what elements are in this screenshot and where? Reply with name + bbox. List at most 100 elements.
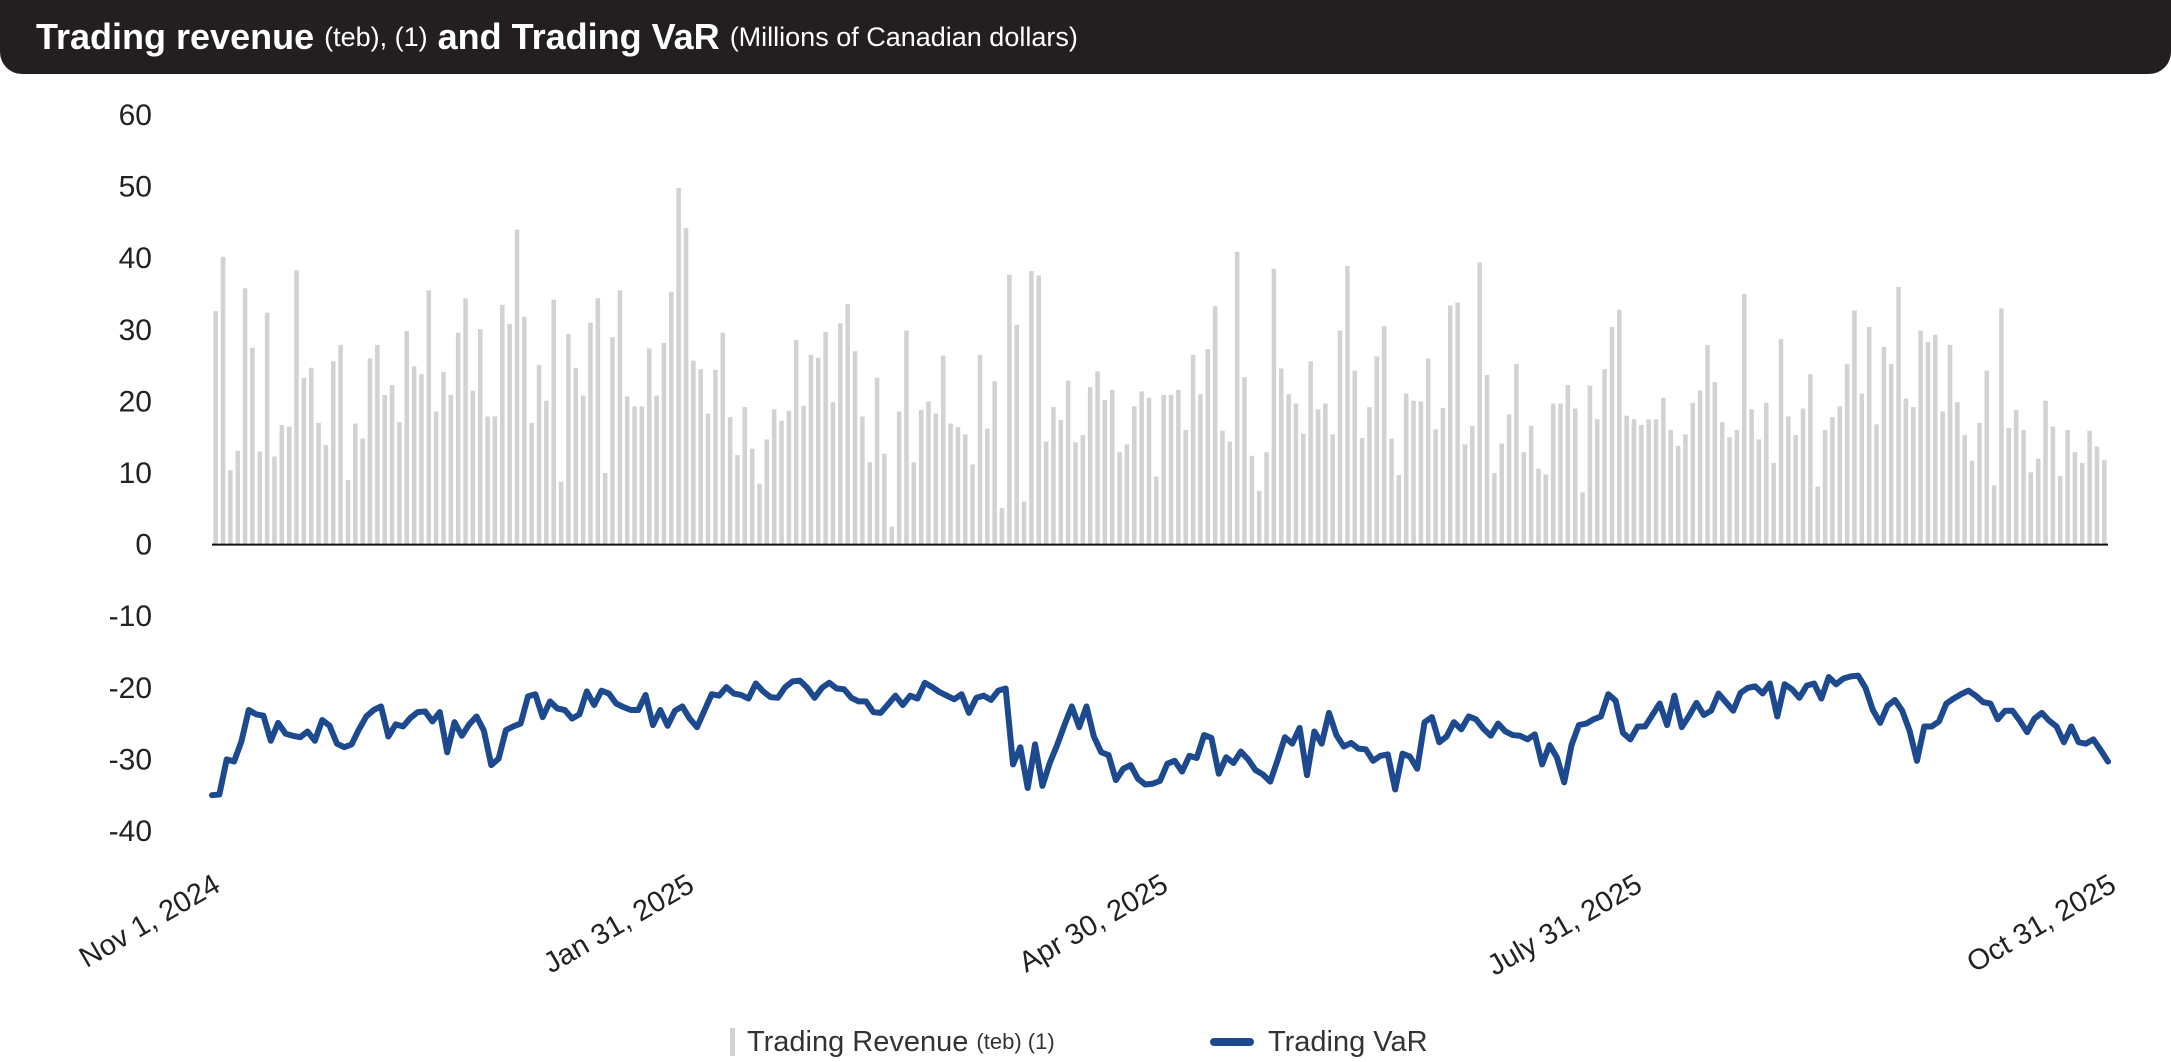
revenue-bar xyxy=(2028,472,2034,545)
revenue-bar xyxy=(573,367,579,545)
revenue-bar xyxy=(823,331,828,545)
revenue-bar xyxy=(1528,425,1534,545)
x-tick-label: Oct 31, 2025 xyxy=(1962,868,2122,979)
revenue-bar xyxy=(1565,384,1571,545)
revenue-bar xyxy=(683,228,689,545)
revenue-bar xyxy=(470,390,476,545)
revenue-bar xyxy=(2102,460,2107,545)
revenue-bar xyxy=(492,416,498,545)
revenue-bar xyxy=(1036,275,1042,545)
revenue-bar xyxy=(1403,393,1409,545)
revenue-bar xyxy=(1741,294,1747,545)
revenue-bar xyxy=(1881,346,1887,545)
revenue-bar xyxy=(1888,364,1894,545)
revenue-bar xyxy=(1345,266,1350,545)
revenue-bar xyxy=(1558,403,1563,545)
revenue-bar xyxy=(1543,474,1549,545)
revenue-bar xyxy=(749,448,755,545)
revenue-bar xyxy=(1477,262,1482,545)
legend-revenue: Trading Revenue (teb) (1) xyxy=(730,1022,1055,1062)
title-small-2: (Millions of Canadian dollars) xyxy=(729,21,1078,52)
revenue-bar xyxy=(338,344,343,545)
revenue-bar xyxy=(286,426,292,545)
revenue-bar xyxy=(1844,364,1850,545)
revenue-bar xyxy=(485,416,490,545)
legend-line-swatch xyxy=(1210,1038,1254,1046)
revenue-bar xyxy=(1683,434,1688,545)
revenue-bar xyxy=(801,405,806,545)
revenue-bar xyxy=(250,347,255,545)
revenue-bar xyxy=(691,360,696,545)
revenue-bar xyxy=(1719,422,1725,545)
revenue-bar xyxy=(323,445,329,545)
revenue-bar xyxy=(1249,455,1255,545)
revenue-bar xyxy=(1999,308,2004,545)
revenue-bar xyxy=(698,369,703,545)
revenue-bar xyxy=(1668,430,1674,545)
legend-var: Trading VaR xyxy=(1210,1022,1428,1062)
revenue-bar xyxy=(1154,476,1159,545)
revenue-bar xyxy=(1587,385,1593,545)
revenue-bar xyxy=(1278,368,1284,545)
revenue-bar xyxy=(1815,486,1820,545)
revenue-bar xyxy=(507,324,512,545)
revenue-bar xyxy=(1808,374,1813,545)
revenue-bar xyxy=(1058,420,1064,545)
revenue-bar xyxy=(1918,330,1923,545)
revenue-bar xyxy=(1697,390,1703,545)
revenue-bar xyxy=(830,402,836,545)
y-axis-ticks: 60 50 40 30 20 10 0 -10 -20 -30 -40 xyxy=(109,99,152,848)
title-small-1: (teb), (1) xyxy=(324,21,428,52)
revenue-bar xyxy=(882,453,887,545)
revenue-bar xyxy=(1337,330,1343,545)
revenue-bar xyxy=(955,427,961,545)
revenue-bar xyxy=(1124,444,1130,545)
revenue-bar xyxy=(985,428,990,545)
legend-bar-swatch xyxy=(730,1028,735,1056)
revenue-bar xyxy=(1756,439,1762,545)
revenue-bar xyxy=(1234,251,1240,545)
revenue-bar xyxy=(1176,389,1181,545)
revenue-bar xyxy=(551,299,556,545)
revenue-bar xyxy=(1484,374,1490,545)
y-tick-label: -20 xyxy=(109,672,152,705)
y-tick-label: -30 xyxy=(109,743,152,776)
revenue-bar xyxy=(786,410,792,545)
revenue-bar xyxy=(793,339,799,545)
revenue-bar xyxy=(1227,441,1233,545)
revenue-bar xyxy=(624,396,630,545)
revenue-bar xyxy=(977,354,983,545)
revenue-bar xyxy=(235,450,240,545)
revenue-bar xyxy=(1102,399,1108,545)
revenue-bar xyxy=(433,411,439,545)
revenue-bar xyxy=(2050,426,2056,545)
revenue-bar xyxy=(257,451,263,545)
x-tick-label: Jan 31, 2025 xyxy=(538,868,699,980)
revenue-bar xyxy=(220,256,226,545)
revenue-bar xyxy=(1947,344,1953,545)
revenue-bar xyxy=(1631,419,1637,545)
revenue-bar xyxy=(610,336,615,545)
revenue-bar xyxy=(1903,398,1909,545)
y-tick-label: -40 xyxy=(109,815,152,848)
y-tick-label: 60 xyxy=(119,99,152,132)
revenue-bar xyxy=(2035,458,2041,545)
revenue-bar xyxy=(1139,391,1144,545)
revenue-bar xyxy=(669,291,674,545)
revenue-bar xyxy=(646,348,652,545)
revenue-bar xyxy=(1514,364,1519,545)
revenue-bar xyxy=(1264,452,1269,545)
revenue-bar xyxy=(588,322,593,545)
revenue-bar xyxy=(2094,446,2100,545)
x-tick-label: Nov 1, 2024 xyxy=(74,868,225,974)
revenue-bar xyxy=(2021,430,2026,545)
chart-area: 60 50 40 30 20 10 0 -10 -20 -30 -40 Nov 1, 2024 Jan… xyxy=(74,99,2122,982)
revenue-bar xyxy=(1293,403,1299,545)
revenue-bar xyxy=(713,369,718,545)
y-tick-label: 10 xyxy=(119,457,152,490)
y-tick-label: -10 xyxy=(109,600,152,633)
revenue-bar xyxy=(1381,326,1387,545)
revenue-bar xyxy=(1286,394,1291,545)
revenue-bar xyxy=(1418,401,1424,545)
revenue-bar xyxy=(1896,286,1901,545)
